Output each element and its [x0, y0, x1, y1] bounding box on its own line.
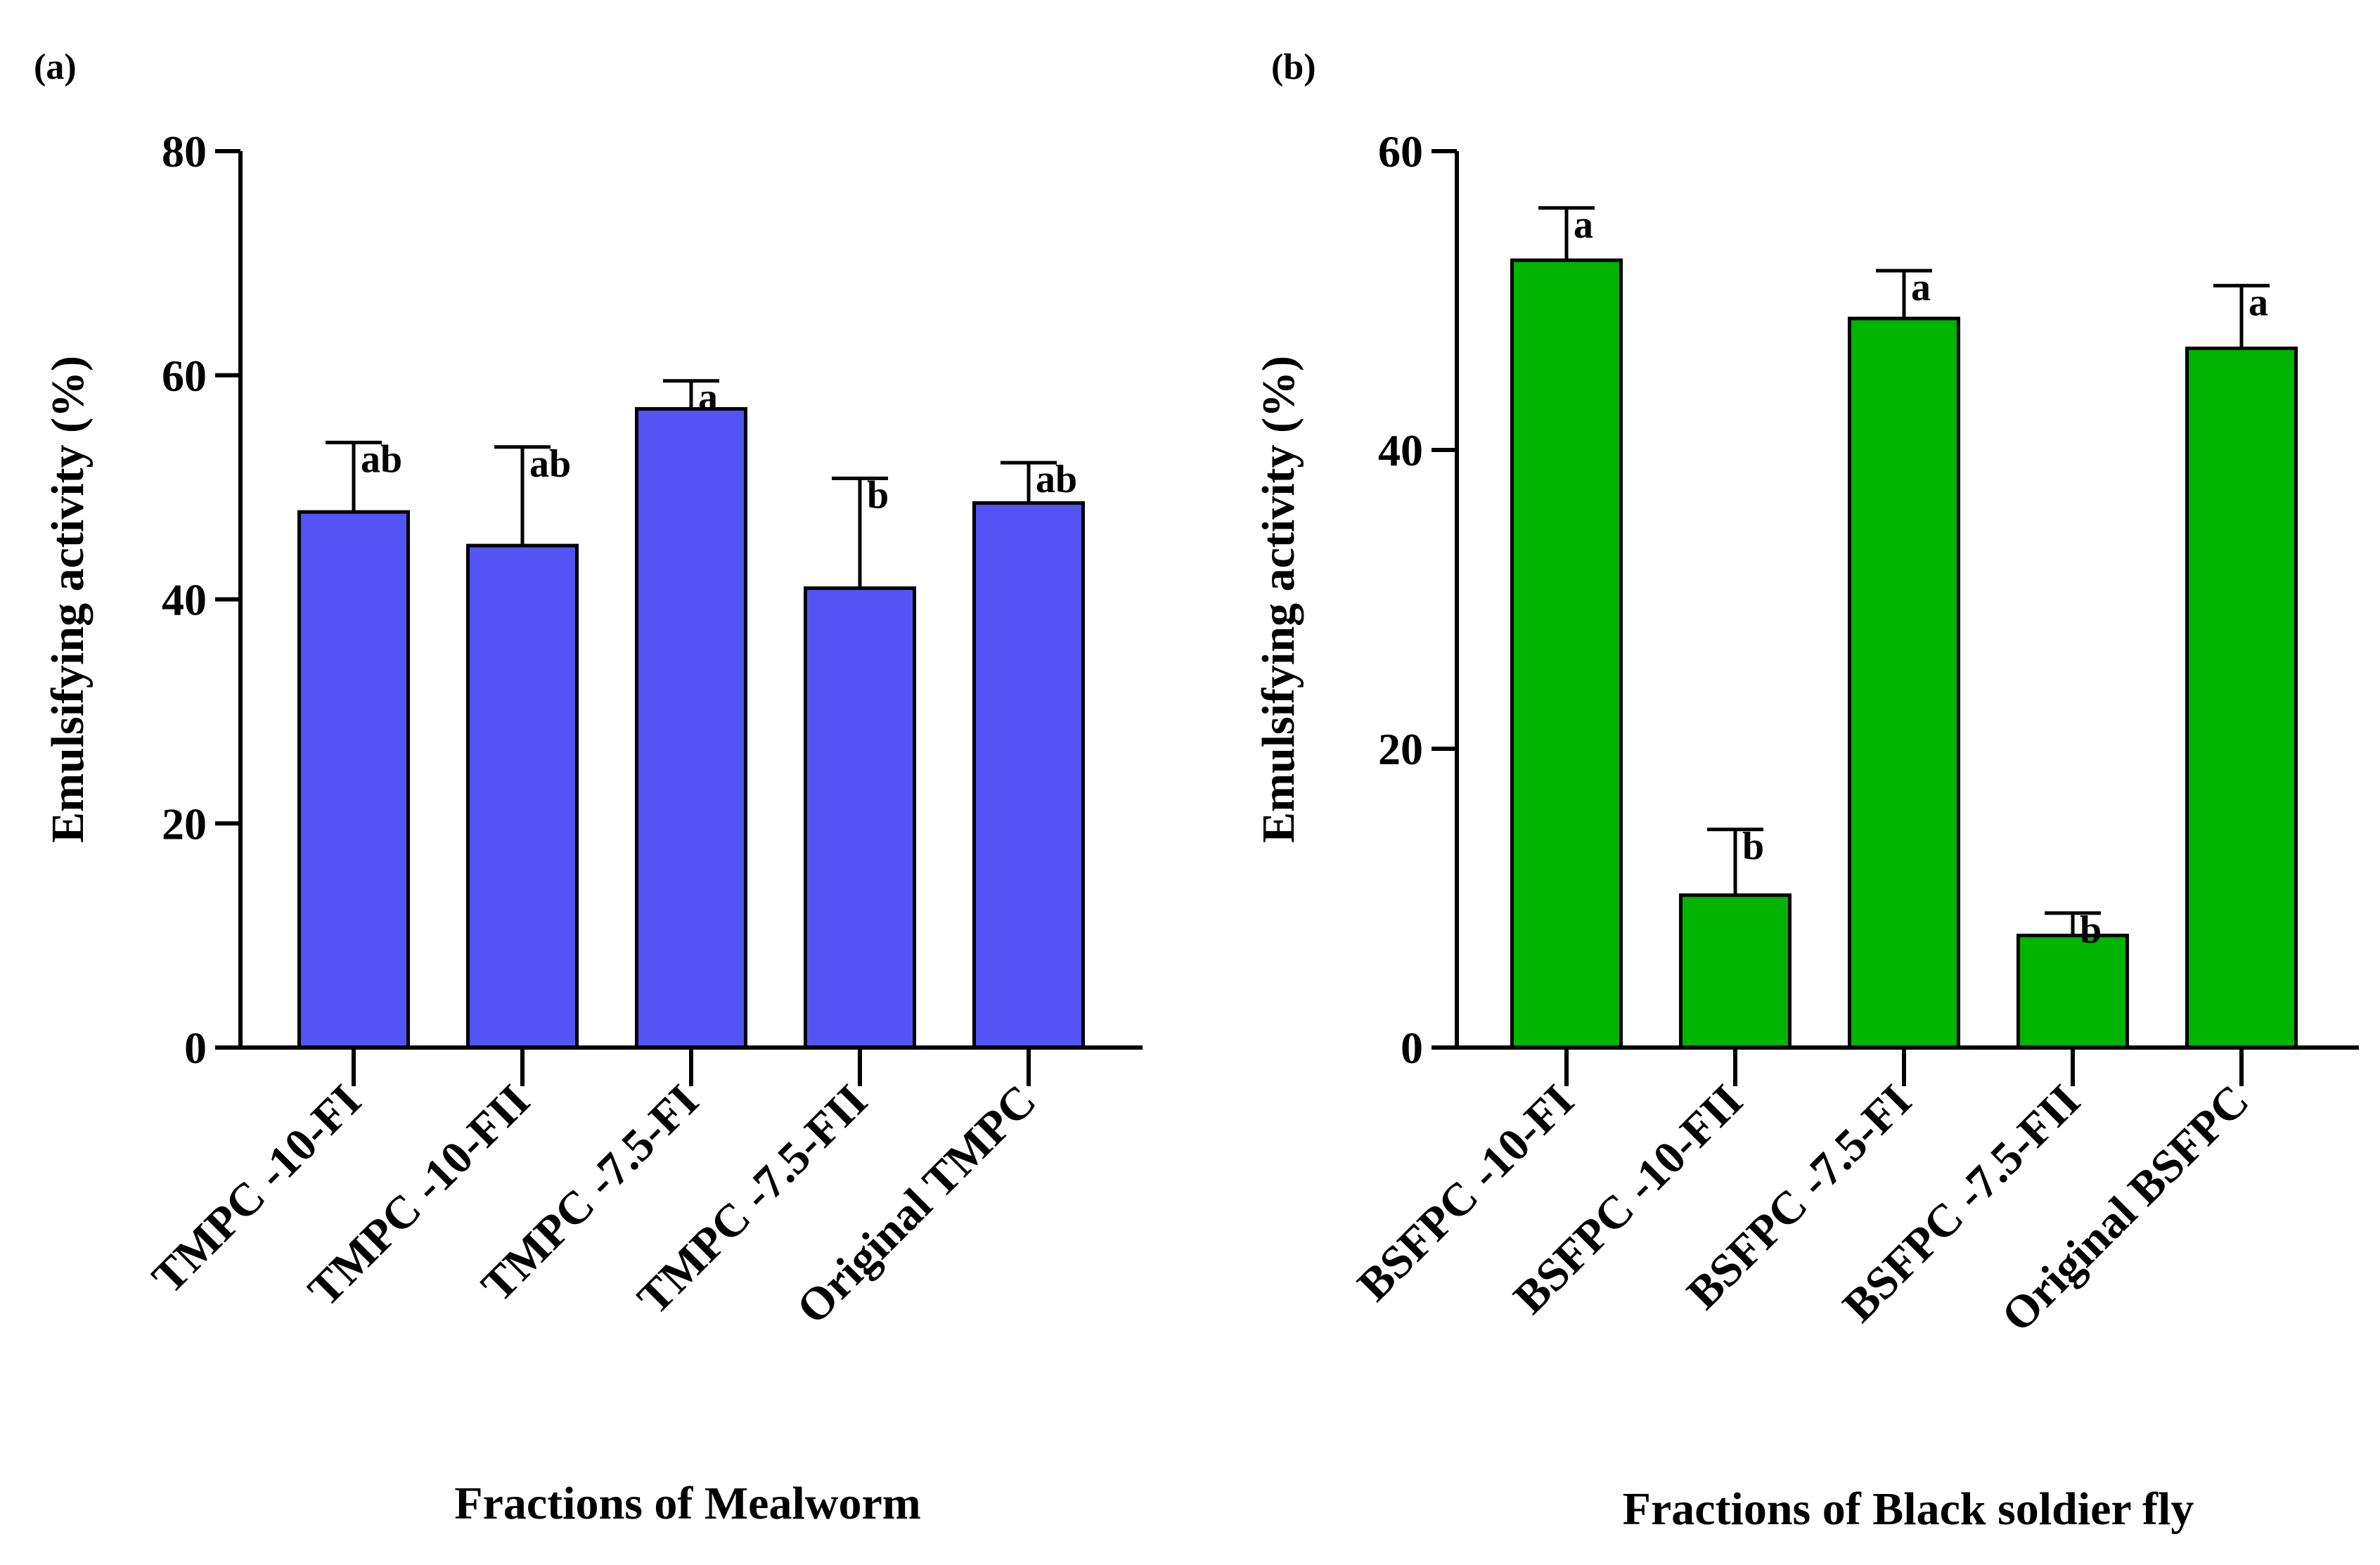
significance-label: a — [1574, 203, 1593, 247]
y-tick-label: 40 — [1378, 425, 1423, 475]
significance-label: a — [698, 376, 718, 420]
y-tick-label: 0 — [1401, 1023, 1423, 1073]
bar — [1848, 316, 1960, 1050]
significance-label: b — [2080, 908, 2102, 952]
y-tick-label: 80 — [162, 127, 207, 176]
y-tick-label: 40 — [162, 575, 207, 625]
y-axis-title: Emulsifying activity (%) — [42, 356, 94, 843]
bar — [1679, 893, 1792, 1050]
y-tick-label: 0 — [184, 1023, 207, 1073]
bar — [2016, 934, 2129, 1050]
y-tick-label: 60 — [1378, 127, 1423, 176]
bar — [1510, 258, 1623, 1050]
y-axis-title: Emulsifying activity (%) — [1253, 356, 1304, 843]
x-axis-title: Fractions of Black soldier fly — [1623, 1483, 2194, 1535]
significance-label: a — [1911, 266, 1931, 309]
significance-label: b — [1742, 825, 1764, 868]
bar — [972, 501, 1085, 1050]
significance-label: b — [867, 473, 889, 517]
bar — [635, 407, 747, 1050]
bar — [2185, 347, 2298, 1050]
significance-label: ab — [529, 442, 571, 486]
significance-label: ab — [361, 437, 402, 481]
x-axis-title: Fractions of Mealworm — [454, 1478, 920, 1529]
significance-label: ab — [1036, 458, 1077, 501]
panel-label: (a) — [34, 47, 77, 87]
panel-label: (b) — [1271, 47, 1316, 87]
bar — [804, 586, 916, 1050]
bar — [297, 510, 410, 1050]
y-tick-label: 60 — [162, 351, 207, 401]
bar — [466, 543, 579, 1050]
y-tick-label: 20 — [1378, 724, 1423, 774]
significance-label: a — [2249, 281, 2268, 324]
y-tick-label: 20 — [162, 799, 207, 849]
